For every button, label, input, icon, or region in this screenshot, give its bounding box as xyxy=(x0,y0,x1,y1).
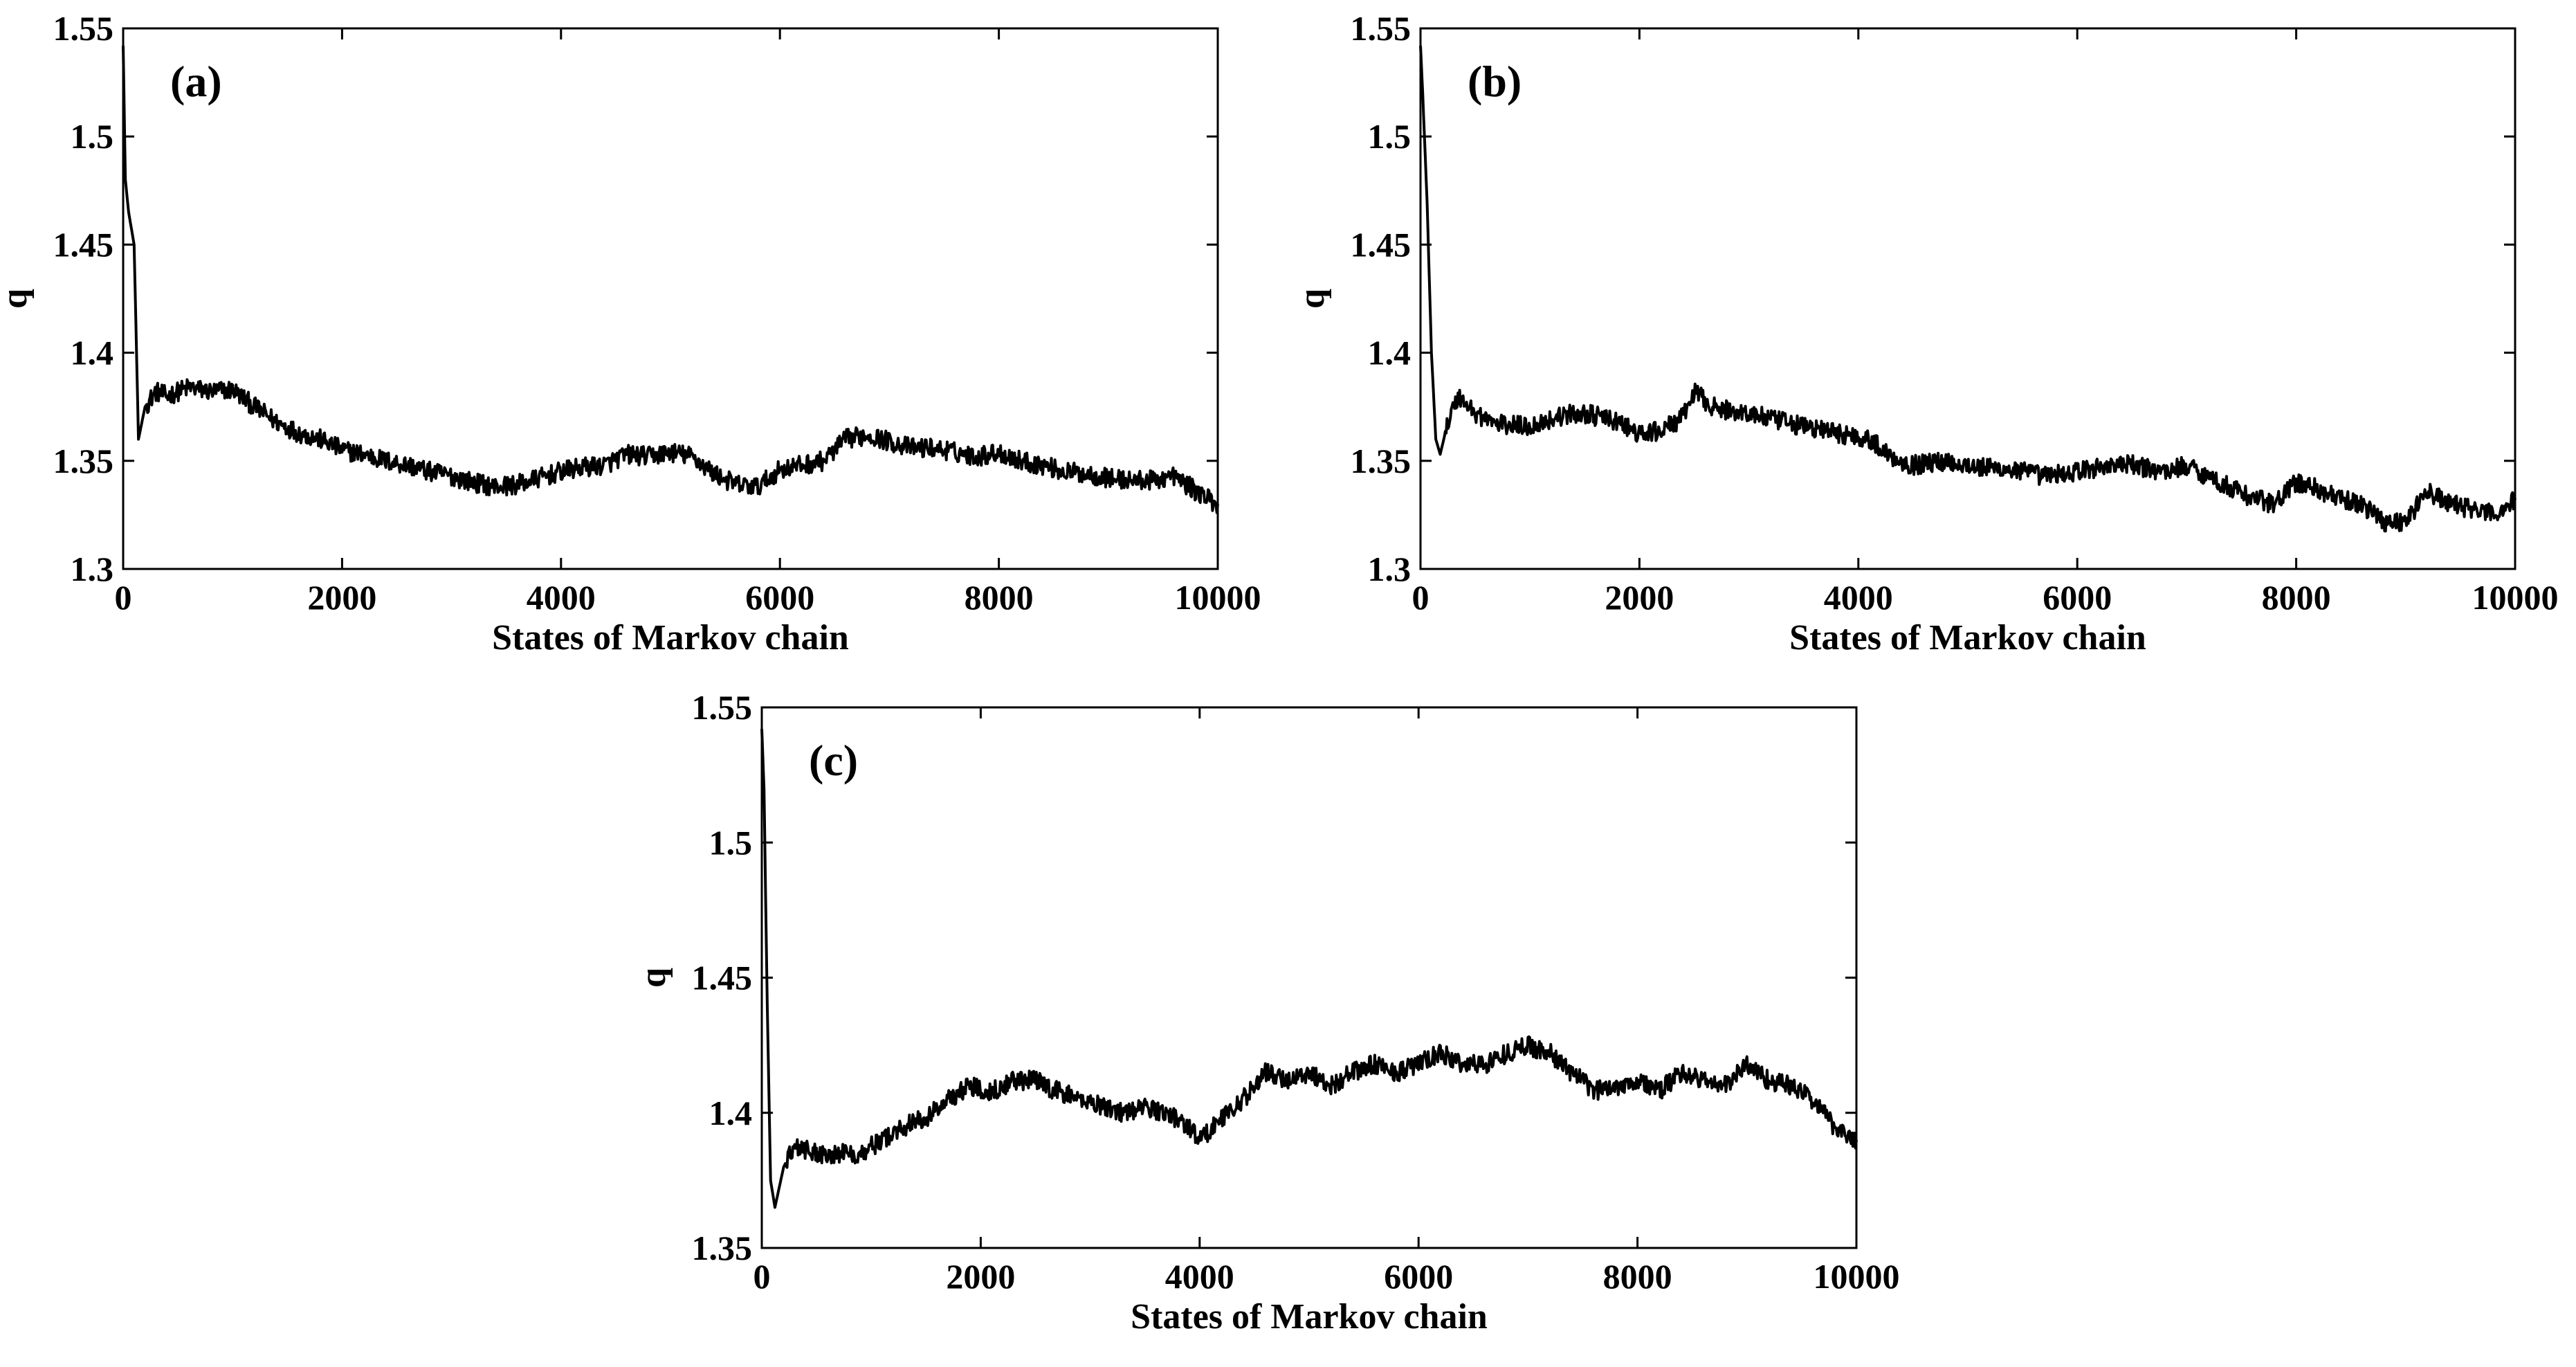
panel-label: (c) xyxy=(809,736,858,785)
x-axis-label: States of Markov chain xyxy=(492,618,849,658)
x-tick-label: 0 xyxy=(1412,578,1429,617)
x-tick-label: 10000 xyxy=(1814,1257,1900,1296)
x-tick-label: 10000 xyxy=(1175,578,1261,617)
y-tick-label: 1.3 xyxy=(71,550,114,588)
y-tick-label: 1.45 xyxy=(53,225,114,264)
series-line-q xyxy=(760,729,1858,1209)
y-tick-label: 1.35 xyxy=(1351,442,1412,480)
plot-frame xyxy=(760,706,1858,1249)
chart-panel-2: 0 2000 4000 6000 8000 10000 1.3 1.35 1.4 1.45 1.5 1… xyxy=(1292,9,2559,658)
x-axis-label: States of Markov chain xyxy=(1131,1297,1488,1337)
x-axis-label: States of Markov chain xyxy=(1789,618,2146,658)
series-line-q xyxy=(122,45,1219,514)
y-tick-label: 1.5 xyxy=(71,117,114,156)
chart-panel-3: 0 2000 4000 6000 8000 10000 1.35 1.4 1.45 1.5 1.55… xyxy=(634,688,1900,1337)
x-tick-label: 6000 xyxy=(2043,578,2112,617)
x-tick-label: 10000 xyxy=(2472,578,2559,617)
y-tick-label: 1.45 xyxy=(1351,225,1412,264)
y-tick-label: 1.3 xyxy=(1368,550,1412,588)
x-tick-label: 8000 xyxy=(1603,1257,1672,1296)
series-line-q xyxy=(1419,45,2516,533)
x-tick-label: 4000 xyxy=(527,578,596,617)
y-tick-label: 1.45 xyxy=(692,959,753,997)
panel-label: (b) xyxy=(1468,57,1522,106)
x-tick-label: 2000 xyxy=(307,578,376,617)
y-axis-label: q xyxy=(1292,289,1332,309)
x-tick-label: 8000 xyxy=(2262,578,2331,617)
x-tick-label: 2000 xyxy=(946,1257,1015,1296)
y-tick-label: 1.5 xyxy=(709,823,753,862)
y-tick-label: 1.55 xyxy=(53,9,114,48)
x-tick-label: 6000 xyxy=(1384,1257,1453,1296)
x-tick-label: 2000 xyxy=(1605,578,1674,617)
x-tick-label: 4000 xyxy=(1165,1257,1234,1296)
y-tick-label: 1.35 xyxy=(53,442,114,480)
plot-frame xyxy=(1419,27,2516,570)
x-tick-label: 0 xyxy=(753,1257,771,1296)
chart-panel-1: 0 2000 4000 6000 8000 10000 1.3 1.35 1.4 1.45 1.5 1… xyxy=(0,9,1261,658)
plot-frame xyxy=(122,27,1219,570)
y-tick-label: 1.5 xyxy=(1368,117,1412,156)
panel-label: (a) xyxy=(170,57,222,106)
y-tick-label: 1.4 xyxy=(709,1094,753,1132)
x-tick-label: 4000 xyxy=(1824,578,1893,617)
x-tick-label: 6000 xyxy=(745,578,814,617)
x-tick-label: 8000 xyxy=(965,578,1034,617)
x-tick-label: 0 xyxy=(115,578,132,617)
y-tick-label: 1.55 xyxy=(1351,9,1412,48)
y-tick-label: 1.4 xyxy=(71,334,114,372)
y-axis-label: q xyxy=(0,289,35,309)
y-tick-label: 1.4 xyxy=(1368,334,1412,372)
y-axis-label: q xyxy=(634,968,673,988)
y-tick-label: 1.55 xyxy=(692,688,753,727)
y-tick-label: 1.35 xyxy=(692,1229,753,1267)
